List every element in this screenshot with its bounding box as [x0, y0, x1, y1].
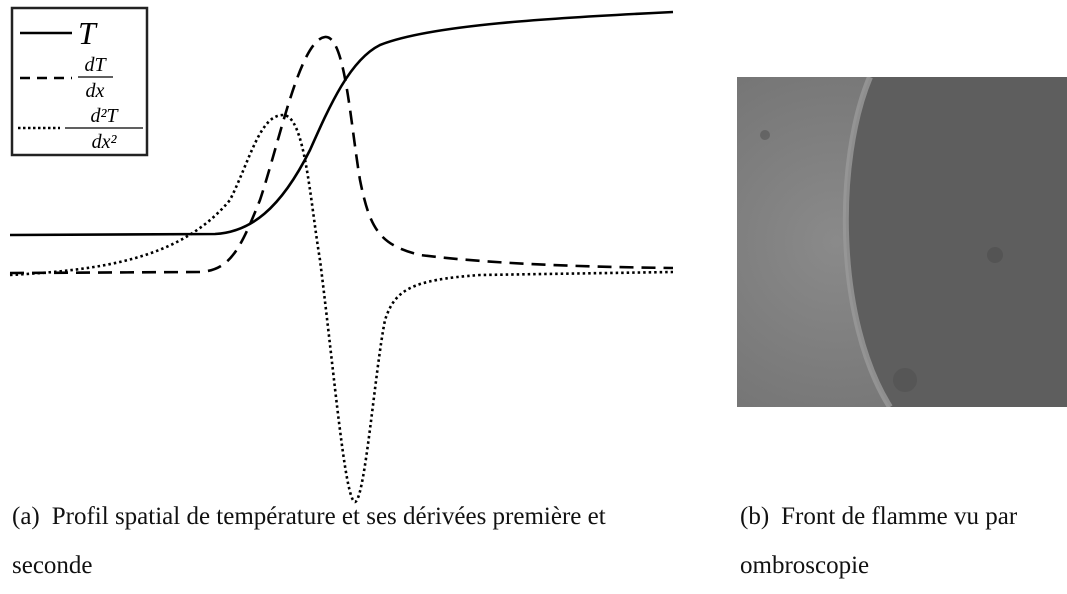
temperature-curve: [9, 10, 674, 237]
caption-text: Profil spatial de température et ses dér…: [12, 503, 606, 579]
legend-label: T: [78, 15, 98, 51]
caption: (a) Profil spatial de température et ses …: [12, 492, 672, 590]
caption: (b) Front de flamme vu par ombroscopie: [740, 492, 1067, 590]
legend-label: dT: [84, 54, 107, 76]
caption-tag: (b): [740, 503, 770, 530]
profile-curves: [9, 10, 674, 504]
first-derivative-curve: [9, 35, 674, 275]
shadowgraph-image: [737, 77, 1067, 407]
legend-label: dx²: [92, 131, 118, 153]
legend-label: d²T: [90, 105, 119, 127]
caption-tag: (a): [12, 503, 40, 530]
legend: T dT dx d²T dx²: [10, 6, 149, 157]
legend-label: dx: [86, 80, 105, 102]
caption-text: Front de flamme vu par ombroscopie: [740, 503, 1018, 579]
second-derivative-curve: [9, 113, 674, 504]
